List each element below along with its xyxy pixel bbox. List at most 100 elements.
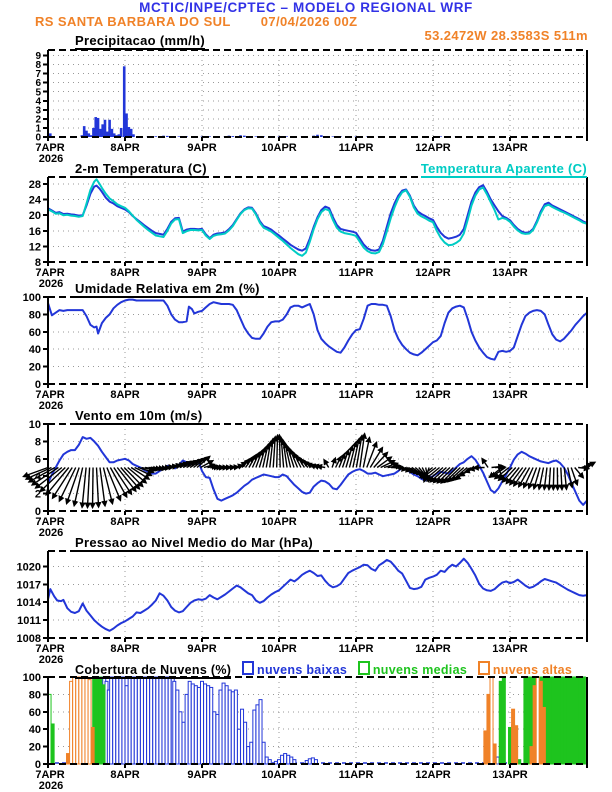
- svg-text:10APR: 10APR: [261, 142, 297, 154]
- svg-text:1008: 1008: [17, 633, 41, 645]
- svg-text:10APR: 10APR: [261, 267, 297, 279]
- svg-text:7APR: 7APR: [35, 389, 64, 401]
- svg-text:7APR: 7APR: [35, 142, 64, 154]
- station-name: RS SANTA BARBARA DO SUL: [35, 14, 231, 29]
- svg-text:12APR: 12APR: [415, 769, 451, 781]
- svg-text:9APR: 9APR: [187, 516, 216, 528]
- legend-label-medias: nuvens medias: [372, 663, 468, 677]
- svg-text:10APR: 10APR: [261, 643, 297, 655]
- legend-label-baixas: nuvens baixas: [257, 663, 348, 677]
- legend-swatch-medias: [357, 661, 370, 675]
- svg-text:1020: 1020: [17, 561, 41, 573]
- svg-text:20: 20: [29, 362, 41, 374]
- svg-text:20: 20: [29, 210, 41, 222]
- panel-temperature-2m: 8 12 16 20 24 28 7APR 8APR 9APR 10APR 11APR 12APR 13…: [29, 176, 588, 290]
- svg-text:40: 40: [29, 724, 41, 736]
- svg-text:11APR: 11APR: [339, 389, 374, 401]
- panel-title-wind: Vento em 10m (m/s): [75, 408, 203, 425]
- svg-text:12: 12: [29, 241, 41, 253]
- svg-text:11APR: 11APR: [339, 769, 374, 781]
- svg-text:13APR: 13APR: [492, 267, 528, 279]
- svg-text:20: 20: [29, 742, 41, 754]
- svg-text:1: 1: [35, 124, 41, 135]
- svg-text:13APR: 13APR: [492, 769, 528, 781]
- svg-text:10: 10: [29, 419, 41, 431]
- svg-text:8APR: 8APR: [110, 142, 139, 154]
- svg-text:0: 0: [35, 133, 41, 144]
- svg-text:80: 80: [29, 309, 41, 321]
- svg-text:10APR: 10APR: [261, 516, 297, 528]
- svg-text:9APR: 9APR: [187, 643, 216, 655]
- svg-text:0: 0: [35, 506, 41, 518]
- svg-text:13APR: 13APR: [492, 389, 528, 401]
- svg-text:2026: 2026: [39, 400, 63, 412]
- svg-text:6: 6: [35, 78, 41, 89]
- svg-text:10APR: 10APR: [261, 769, 297, 781]
- svg-text:9APR: 9APR: [187, 769, 216, 781]
- svg-text:8APR: 8APR: [110, 516, 139, 528]
- svg-text:2026: 2026: [39, 278, 63, 290]
- svg-text:9APR: 9APR: [187, 267, 216, 279]
- svg-text:2026: 2026: [39, 527, 63, 539]
- legend-nuvens-baixas: nuvens baixas: [242, 661, 348, 677]
- svg-text:3: 3: [35, 105, 41, 116]
- svg-text:1014: 1014: [17, 597, 42, 609]
- svg-text:1017: 1017: [17, 579, 41, 591]
- svg-text:4: 4: [35, 96, 41, 107]
- svg-text:12APR: 12APR: [415, 267, 451, 279]
- svg-text:9APR: 9APR: [187, 142, 216, 154]
- svg-text:7: 7: [35, 69, 41, 80]
- svg-text:5: 5: [35, 87, 41, 98]
- legend-nuvens-medias: nuvens medias: [357, 661, 468, 677]
- svg-text:12APR: 12APR: [415, 142, 451, 154]
- svg-text:12APR: 12APR: [415, 389, 451, 401]
- series-line: [47, 178, 588, 257]
- panel-title-clouds: Cobertura de Nuvens (%): [75, 663, 232, 680]
- svg-text:2026: 2026: [39, 654, 63, 666]
- legend-swatch-altas: [477, 661, 490, 675]
- series-line: [47, 557, 588, 632]
- svg-text:0: 0: [35, 379, 41, 391]
- station-coordinates: 53.2472W 28.3583S 511m: [424, 28, 588, 43]
- series-line: [47, 436, 588, 506]
- panel-title-pressure: Pressao ao Nivel Medio do Mar (hPa): [75, 535, 314, 552]
- svg-text:80: 80: [29, 689, 41, 701]
- svg-text:0: 0: [35, 759, 41, 771]
- svg-text:9: 9: [35, 51, 41, 62]
- svg-text:1011: 1011: [17, 615, 41, 627]
- svg-text:7APR: 7APR: [35, 769, 64, 781]
- svg-text:24: 24: [29, 195, 42, 207]
- svg-text:11APR: 11APR: [339, 643, 374, 655]
- svg-text:13APR: 13APR: [492, 516, 528, 528]
- svg-text:13APR: 13APR: [492, 643, 528, 655]
- svg-text:11APR: 11APR: [339, 142, 374, 154]
- svg-text:6: 6: [35, 454, 41, 466]
- panel-relative-humidity-2m: 0 20 40 60 80 100 7APR 8APR 9APR 10APR 11APR 12APR 1…: [23, 292, 588, 412]
- svg-text:7APR: 7APR: [35, 643, 64, 655]
- svg-text:12APR: 12APR: [415, 516, 451, 528]
- svg-text:9APR: 9APR: [187, 389, 216, 401]
- svg-text:60: 60: [29, 327, 41, 339]
- panel-mslp: 1008 1011 1014 1017 1020 7APR 8APR 9APR 10APR 11A…: [17, 550, 588, 666]
- series-line: [47, 298, 588, 361]
- svg-text:28: 28: [29, 179, 41, 191]
- svg-text:8APR: 8APR: [110, 267, 139, 279]
- svg-text:40: 40: [29, 344, 41, 356]
- svg-text:100: 100: [23, 292, 41, 304]
- legend-label-altas: nuvens altas: [492, 663, 573, 677]
- svg-text:2026: 2026: [39, 153, 63, 165]
- app-title: MCTIC/INPE/CPTEC – MODELO REGIONAL WRF: [139, 0, 473, 15]
- svg-text:7APR: 7APR: [35, 516, 64, 528]
- legend-swatch-baixas: [242, 661, 255, 675]
- svg-text:11APR: 11APR: [339, 267, 374, 279]
- panel-cloud-cover: 0 20 40 60 80 100 7APR 8APR 9APR 10APR 11APR 12APR 1…: [23, 672, 588, 792]
- panel-wind-10m: 0 2 4 6 8 10 7APR 8APR 9APR 10APR 11APR 12APR 13APR 2…: [22, 419, 597, 539]
- svg-text:4: 4: [35, 471, 42, 483]
- panel-title-temperature: 2-m Temperatura (C): [75, 161, 207, 178]
- svg-text:8: 8: [35, 257, 41, 269]
- svg-text:8APR: 8APR: [110, 769, 139, 781]
- svg-text:7APR: 7APR: [35, 267, 64, 279]
